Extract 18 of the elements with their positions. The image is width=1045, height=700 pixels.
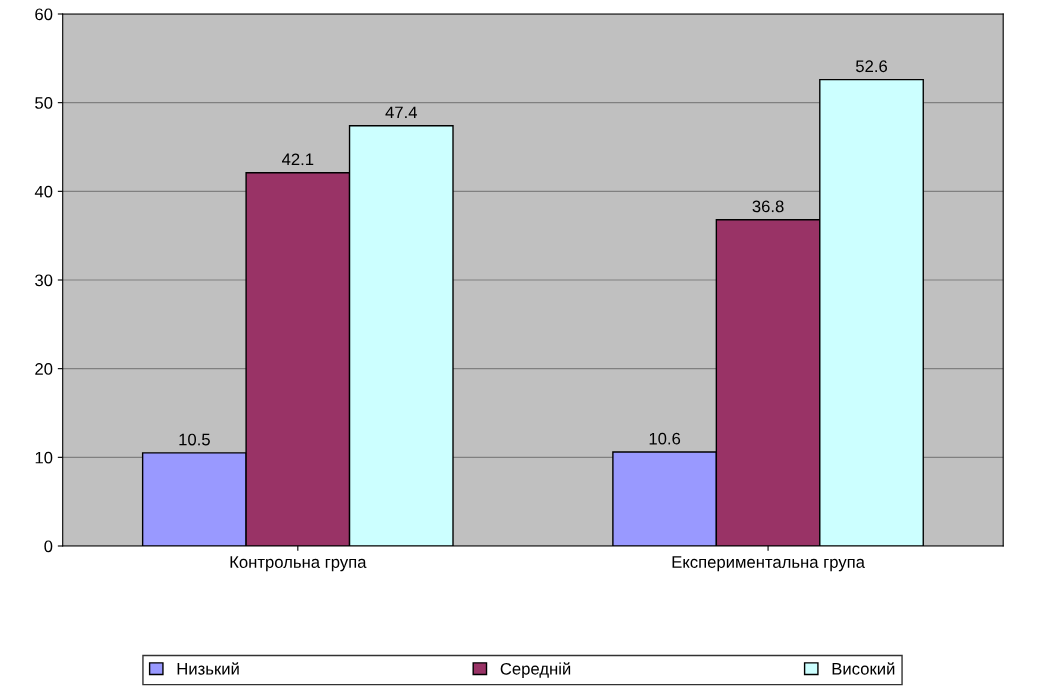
y-tick-label: 20 <box>35 363 53 375</box>
y-tick-label: 50 <box>35 97 53 109</box>
data-label: 42.1 <box>281 153 314 166</box>
y-tick-label: 0 <box>44 540 53 553</box>
y-tick-label: 30 <box>35 274 53 287</box>
legend-label: Низький <box>177 662 239 675</box>
data-label: 10.5 <box>179 433 210 446</box>
legend-label: Середній <box>500 662 571 678</box>
data-label: 52.6 <box>855 60 888 73</box>
x-tick-label: Експериментальна група <box>672 556 865 572</box>
data-label: 47.4 <box>385 106 418 119</box>
data-label: 36.8 <box>752 200 784 213</box>
y-tick-label: 10 <box>35 451 53 464</box>
x-tick-label: Контрольна група <box>230 556 367 572</box>
y-tick-label: 60 <box>35 8 53 21</box>
y-tick-label: 40 <box>34 185 53 198</box>
legend-label: Високий <box>832 662 895 675</box>
data-label: 10.6 <box>649 432 681 445</box>
